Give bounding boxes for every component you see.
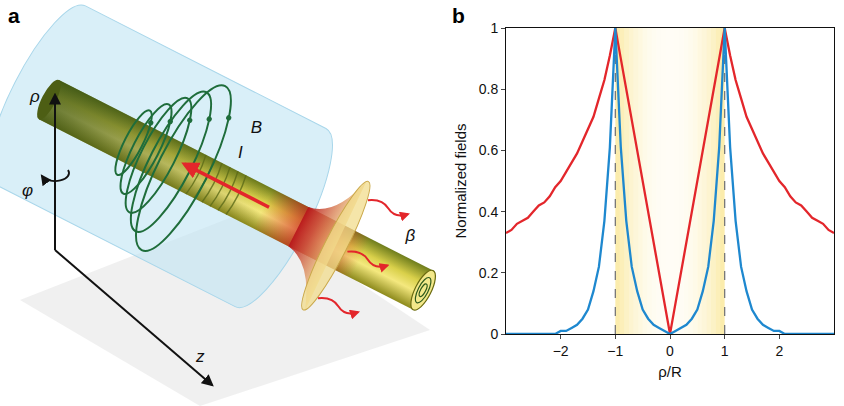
html-text:a: a <box>8 4 20 27</box>
svg-text:I: I <box>238 143 243 162</box>
svg-text:2: 2 <box>775 343 783 359</box>
svg-text:1: 1 <box>721 343 729 359</box>
svg-text:0.4: 0.4 <box>479 204 499 220</box>
svg-text:z: z <box>195 347 205 366</box>
svg-text:0: 0 <box>490 326 498 342</box>
svg-text:0.2: 0.2 <box>479 265 499 281</box>
svg-text:−2: −2 <box>553 343 569 359</box>
svg-text:B: B <box>251 118 262 137</box>
svg-text:ρ: ρ <box>29 87 40 106</box>
html-text:b: b <box>452 4 465 27</box>
svg-text:φ: φ <box>22 181 33 200</box>
svg-text:ρ/R: ρ/R <box>658 363 682 380</box>
svg-text:0.6: 0.6 <box>479 142 499 158</box>
svg-text:−1: −1 <box>607 343 623 359</box>
svg-text:β: β <box>405 226 416 245</box>
svg-text:1: 1 <box>490 20 498 36</box>
svg-text:0: 0 <box>666 343 674 359</box>
svg-text:Normalized fields: Normalized fields <box>452 123 469 238</box>
svg-text:0.8: 0.8 <box>479 81 499 97</box>
